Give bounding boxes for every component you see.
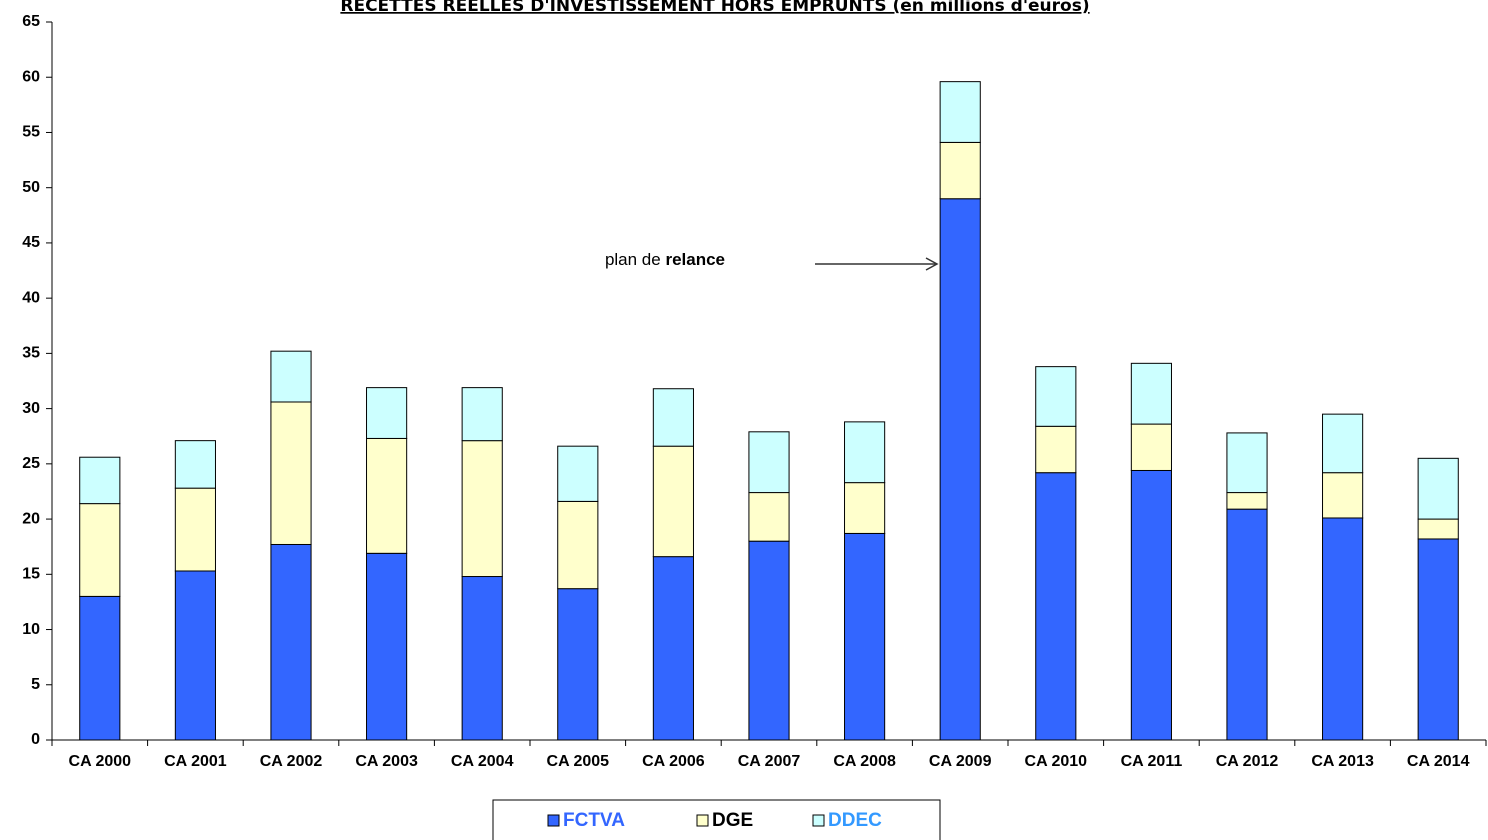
- x-tick-label: CA 2001: [164, 753, 227, 770]
- bar-segment: [79, 595, 121, 741]
- bar-segment: [557, 588, 599, 741]
- bar-segment: [461, 387, 503, 442]
- y-tick-label: 60: [22, 68, 40, 85]
- x-tick-label: CA 2004: [451, 753, 514, 770]
- y-tick-label: 30: [22, 400, 40, 417]
- bar-segment: [1417, 518, 1459, 540]
- y-tick-label: 45: [22, 234, 40, 251]
- legend-label: DDEC: [828, 810, 882, 831]
- x-tick-label: CA 2014: [1407, 753, 1470, 770]
- annotation-bold: relance: [665, 250, 725, 269]
- bar-segment: [652, 556, 694, 741]
- bar-segment: [461, 576, 503, 741]
- bar-segment: [79, 456, 121, 505]
- x-tick-label: CA 2000: [69, 753, 132, 770]
- bar-segment: [1417, 457, 1459, 520]
- bar-segment: [1035, 425, 1077, 474]
- y-tick-label: 10: [22, 621, 40, 638]
- bar-segment: [366, 437, 408, 554]
- bar-segment: [270, 401, 312, 545]
- chart-title: RECETTES REELLES D'INVESTISSEMENT HORS E…: [340, 0, 1089, 16]
- y-tick-label: 40: [22, 289, 40, 306]
- bar-segment: [366, 552, 408, 741]
- y-tick-label: 25: [22, 455, 40, 472]
- bar-segment: [939, 198, 981, 741]
- bar-segment: [939, 81, 981, 143]
- bar-segment: [1130, 362, 1172, 425]
- annotation-text: plan de: [605, 250, 661, 269]
- legend-label: FCTVA: [563, 810, 625, 831]
- bar-segment: [366, 387, 408, 439]
- bar-segment: [270, 543, 312, 741]
- bar-segment: [174, 440, 216, 489]
- arrow-head: [925, 257, 939, 271]
- bar-segment: [461, 440, 503, 578]
- bar-segment: [79, 503, 121, 597]
- bar-segment: [748, 540, 790, 741]
- bar-segment: [1322, 517, 1364, 741]
- x-tick-label: CA 2012: [1216, 753, 1279, 770]
- bar-segment: [174, 570, 216, 741]
- y-tick-label: 50: [22, 179, 40, 196]
- bar-segment: [748, 492, 790, 542]
- bar-segment: [1130, 423, 1172, 471]
- bar-segment: [939, 141, 981, 200]
- y-tick-label: 35: [22, 345, 40, 362]
- y-tick-label: 65: [22, 13, 40, 30]
- legend-swatch: [547, 814, 560, 827]
- bar-segment: [844, 421, 886, 484]
- bar-segment: [557, 445, 599, 502]
- bar-segment: [1417, 538, 1459, 741]
- bar-segment: [748, 431, 790, 494]
- y-tick-label: 5: [31, 676, 40, 693]
- x-tick-label: CA 2009: [929, 753, 992, 770]
- legend-label: DGE: [712, 810, 753, 831]
- bar-segment: [1226, 508, 1268, 741]
- legend-swatch: [696, 814, 709, 827]
- bar-segment: [1322, 472, 1364, 519]
- bar-segment: [652, 445, 694, 558]
- bar-segment: [270, 350, 312, 403]
- x-tick-label: CA 2005: [547, 753, 610, 770]
- bar-segment: [557, 500, 599, 590]
- bar-segment: [1226, 432, 1268, 494]
- bar-segment: [1322, 413, 1364, 474]
- bar-segment: [174, 487, 216, 572]
- bar-segment: [1226, 492, 1268, 510]
- legend-swatch: [812, 814, 825, 827]
- x-tick-label: CA 2002: [260, 753, 323, 770]
- y-tick-label: 55: [22, 124, 40, 141]
- legend-box: [492, 799, 941, 840]
- x-tick-label: CA 2008: [833, 753, 896, 770]
- x-tick-label: CA 2010: [1025, 753, 1088, 770]
- x-tick-label: CA 2003: [355, 753, 418, 770]
- bar-segment: [1035, 472, 1077, 741]
- annotation: plan de relance: [605, 250, 725, 269]
- x-tick-label: CA 2007: [738, 753, 801, 770]
- y-tick-label: 0: [31, 731, 40, 748]
- x-tick-label: CA 2006: [642, 753, 705, 770]
- x-tick-label: CA 2013: [1311, 753, 1374, 770]
- bar-segment: [1130, 469, 1172, 741]
- bar-segment: [652, 388, 694, 447]
- bar-segment: [844, 482, 886, 534]
- y-tick-label: 20: [22, 510, 40, 527]
- y-tick-label: 15: [22, 566, 40, 583]
- x-tick-label: CA 2011: [1121, 753, 1183, 770]
- bar-segment: [1035, 366, 1077, 427]
- bar-segment: [844, 532, 886, 741]
